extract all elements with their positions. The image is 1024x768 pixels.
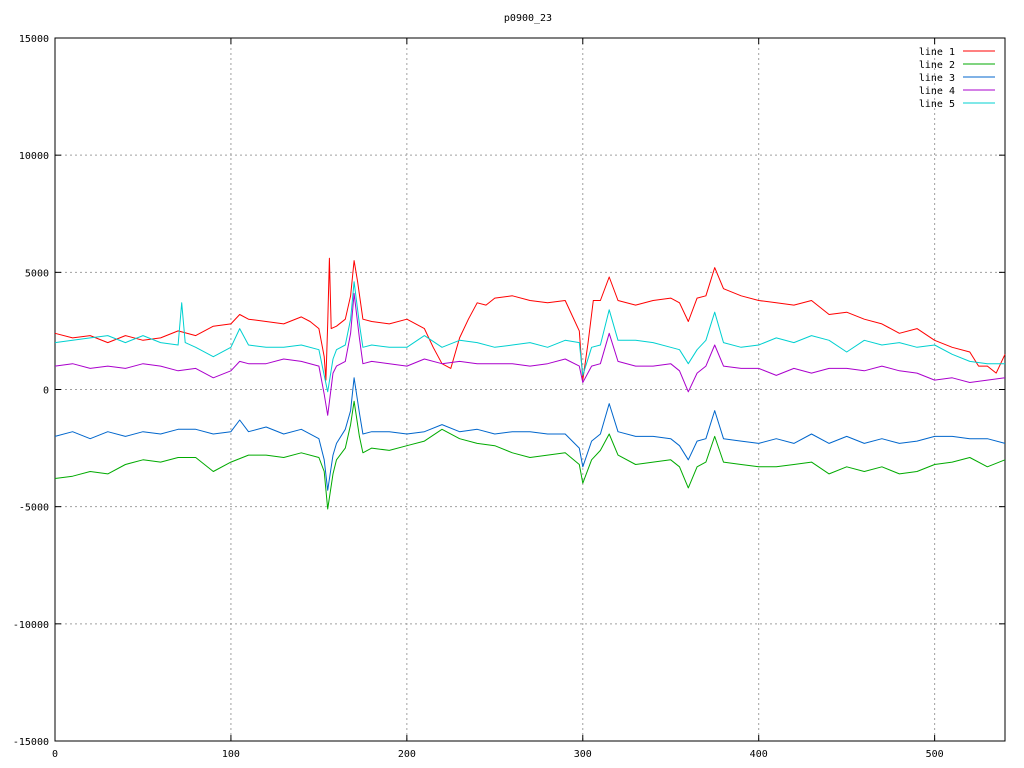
legend-label-5: line 5 <box>919 99 955 110</box>
x-tick-label: 400 <box>750 749 768 760</box>
legend-label-1: line 1 <box>919 47 955 58</box>
series-lines <box>54 257 1006 510</box>
series-line-3 <box>54 377 1006 491</box>
legend-label-2: line 2 <box>919 60 955 71</box>
x-tick-label: 200 <box>398 749 416 760</box>
series-line-2 <box>54 400 1006 510</box>
x-tick-label: 300 <box>574 749 592 760</box>
series-line-4 <box>54 292 1006 416</box>
y-tick-label: -5000 <box>19 503 49 514</box>
series-line-1 <box>54 257 1006 381</box>
y-tick-label: 0 <box>43 386 49 397</box>
y-tick-label: 5000 <box>25 268 49 279</box>
axes: -15000 -10000 -5000 0 5000 10000 15000 0 100 200 3… <box>13 34 1006 760</box>
y-tick-label: -10000 <box>13 620 49 631</box>
y-tick-label: -15000 <box>13 737 49 748</box>
x-tick-label: 100 <box>222 749 240 760</box>
x-tick-label: 500 <box>926 749 944 760</box>
grid <box>55 38 1005 741</box>
legend-label-3: line 3 <box>919 73 955 84</box>
y-tick-label: 10000 <box>19 151 49 162</box>
series-line-5 <box>54 281 1005 393</box>
chart-title: p0900_23 <box>504 13 552 24</box>
legend: line 1 line 2 line 3 line 4 line 5 <box>919 47 995 110</box>
y-tick-label: 15000 <box>19 34 49 45</box>
legend-label-4: line 4 <box>919 86 955 97</box>
x-tick-label: 0 <box>52 749 58 760</box>
